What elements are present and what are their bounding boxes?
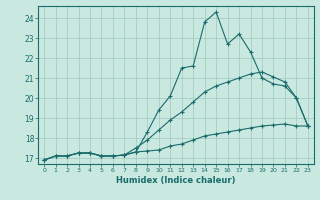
- X-axis label: Humidex (Indice chaleur): Humidex (Indice chaleur): [116, 176, 236, 185]
